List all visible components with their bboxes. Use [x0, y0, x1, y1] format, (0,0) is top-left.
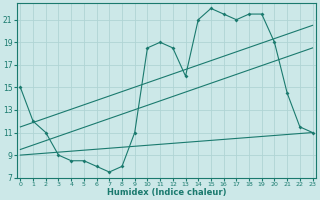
X-axis label: Humidex (Indice chaleur): Humidex (Indice chaleur)	[107, 188, 226, 197]
